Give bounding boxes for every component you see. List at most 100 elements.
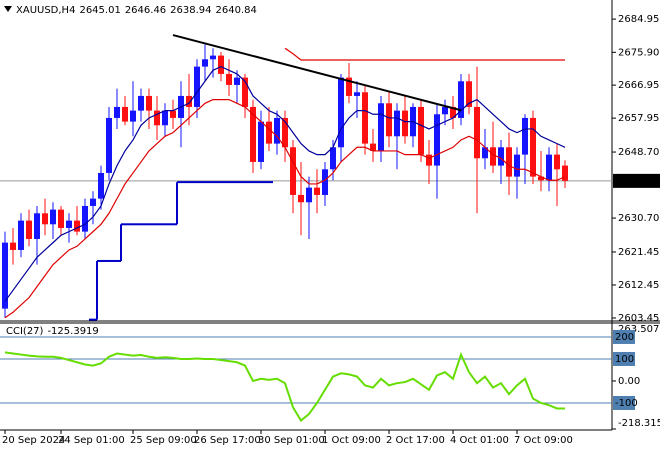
symbol: XAUUSD,H4 bbox=[16, 5, 75, 16]
candle-body bbox=[82, 205, 88, 232]
y-tick-label: 2648.70 bbox=[618, 147, 659, 158]
indicator-value: -125.3919 bbox=[47, 326, 98, 337]
indicator-line bbox=[4, 351, 566, 423]
candle-body bbox=[306, 187, 312, 203]
low-value: 2638.94 bbox=[170, 5, 211, 16]
candle-body bbox=[434, 114, 440, 166]
candle-body bbox=[282, 117, 288, 148]
candle-body bbox=[562, 165, 568, 181]
y-tick-label: 2684.95 bbox=[618, 14, 659, 25]
candle-body bbox=[386, 103, 392, 137]
candle-body bbox=[138, 95, 144, 111]
candle-body bbox=[234, 77, 240, 85]
candle-body bbox=[50, 209, 56, 225]
high-value: 2646.46 bbox=[125, 5, 166, 16]
candle-body bbox=[402, 110, 408, 137]
x-tick-label: 4 Oct 01:00 bbox=[450, 435, 509, 446]
current-price-label: 2640.84 bbox=[617, 176, 658, 187]
indicator-name: CCI(27) bbox=[6, 326, 44, 337]
candle-body bbox=[314, 187, 320, 195]
candle-body bbox=[58, 209, 64, 228]
candle-body bbox=[482, 147, 488, 159]
candle-body bbox=[354, 92, 360, 96]
open-value: 2645.01 bbox=[79, 5, 120, 16]
candle-body bbox=[322, 169, 328, 195]
y-tick-label: 2612.45 bbox=[618, 280, 659, 291]
overlay-line bbox=[284, 47, 565, 61]
y-tick-label: 2630.70 bbox=[618, 213, 659, 224]
close-value: 2640.84 bbox=[216, 5, 257, 16]
candle-body bbox=[114, 106, 120, 118]
candle-body bbox=[202, 59, 208, 67]
candle-body bbox=[266, 121, 272, 144]
candle-body bbox=[154, 110, 160, 126]
candle-body bbox=[210, 55, 216, 60]
candle-body bbox=[522, 117, 528, 155]
candle-body bbox=[106, 117, 112, 173]
candle-body bbox=[530, 117, 536, 177]
candle-body bbox=[290, 147, 296, 195]
candle-body bbox=[298, 194, 304, 203]
y-tick-label: -100 bbox=[615, 398, 638, 409]
candle-body bbox=[26, 220, 32, 239]
candle-body bbox=[554, 154, 560, 170]
collapse-arrow[interactable] bbox=[4, 6, 12, 12]
candle-body bbox=[458, 81, 464, 118]
candle-body bbox=[194, 66, 200, 107]
overlay-line bbox=[4, 65, 566, 302]
candle-body bbox=[506, 147, 512, 177]
candle-body bbox=[514, 154, 520, 177]
x-tick-label: 30 Sep 01:00 bbox=[258, 435, 325, 446]
header: XAUUSD,H4 2645.01 2646.46 2638.94 2640.84 bbox=[16, 5, 257, 16]
candle-body bbox=[546, 154, 552, 181]
candle-body bbox=[170, 110, 176, 118]
candle-body bbox=[66, 220, 72, 228]
candle-body bbox=[146, 95, 152, 111]
candle-body bbox=[474, 106, 480, 159]
trendline bbox=[172, 34, 462, 112]
candle-body bbox=[426, 154, 432, 166]
candle-body bbox=[498, 147, 504, 166]
candle-body bbox=[442, 106, 448, 115]
candle-body bbox=[242, 77, 248, 107]
level-label-box bbox=[613, 351, 635, 366]
candle-body bbox=[18, 220, 24, 250]
candle-body bbox=[378, 103, 384, 151]
current-price-box bbox=[613, 173, 660, 188]
y-tick-label: 200 bbox=[615, 332, 634, 343]
level-label-box bbox=[613, 395, 635, 410]
candle-body bbox=[42, 213, 48, 225]
overlay-line bbox=[4, 99, 566, 319]
candle-body bbox=[394, 110, 400, 137]
x-tick-label: 20 Sep 2024 bbox=[2, 435, 65, 446]
candle-body bbox=[490, 147, 496, 166]
candle-body bbox=[34, 213, 40, 239]
candle-body bbox=[466, 81, 472, 107]
candle-body bbox=[90, 198, 96, 206]
x-tick-label: 1 Oct 09:00 bbox=[322, 435, 381, 446]
candle-body bbox=[218, 55, 224, 74]
candle-body bbox=[418, 106, 424, 155]
y-tick-label: 100 bbox=[615, 354, 634, 365]
y-tick-label: -218.3159 bbox=[618, 418, 660, 429]
candle-body bbox=[450, 106, 456, 118]
candle-body bbox=[226, 73, 232, 85]
candle-body bbox=[538, 176, 544, 181]
candle-body bbox=[186, 95, 192, 107]
x-tick-label: 26 Sep 17:00 bbox=[194, 435, 261, 446]
y-tick-label: 2603.45 bbox=[618, 313, 659, 324]
candle-body bbox=[330, 147, 336, 170]
candle-body bbox=[2, 242, 8, 309]
candle-body bbox=[122, 106, 128, 122]
candle-body bbox=[274, 117, 280, 144]
y-tick-label: 2675.90 bbox=[618, 47, 659, 58]
candle-body bbox=[98, 172, 104, 199]
y-tick-label: 2657.95 bbox=[618, 113, 659, 124]
candle-body bbox=[74, 220, 80, 232]
x-tick-label: 24 Sep 01:00 bbox=[58, 435, 125, 446]
candle-body bbox=[162, 110, 168, 126]
candle-body bbox=[338, 77, 344, 148]
